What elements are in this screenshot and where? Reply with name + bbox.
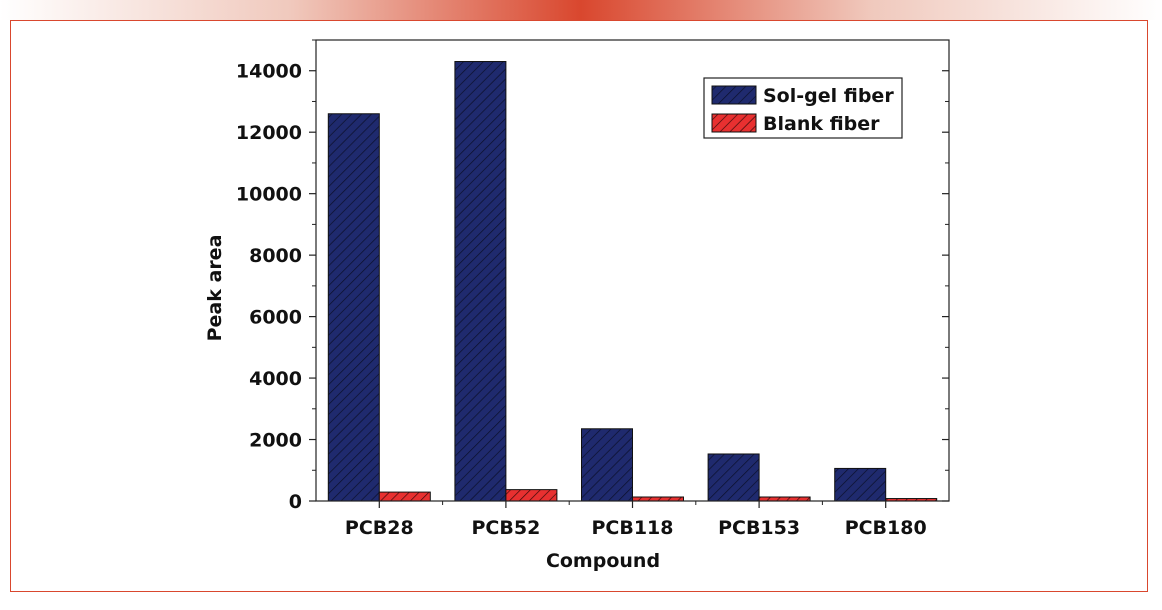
legend: Sol-gel fiber Blank fiber: [703, 77, 903, 139]
bar-blank-fiber-pcb28: [378, 491, 431, 502]
y-tick-label-14000: 14000: [236, 61, 302, 83]
legend-label-blank-fiber: Blank fiber: [763, 113, 880, 135]
figure-frame: [10, 20, 1148, 592]
y-tick-label-8000: 8000: [249, 245, 302, 267]
y-tick-label-10000: 10000: [236, 184, 302, 206]
y-axis-title: Peak area: [204, 235, 226, 342]
bar-sol-gel-fiber-pcb180: [834, 467, 887, 502]
legend-label-sol-gel-fiber: Sol-gel fiber: [763, 85, 894, 107]
x-tick-label-pcb118: PCB118: [591, 517, 673, 539]
legend-swatch-sol-gel-fiber: [711, 85, 757, 105]
bar-sol-gel-fiber-pcb52: [454, 61, 507, 502]
x-tick-label-pcb153: PCB153: [718, 517, 800, 539]
x-tick-label-pcb52: PCB52: [472, 517, 541, 539]
y-tick-label-12000: 12000: [236, 122, 302, 144]
top-accent-bar: [0, 0, 1162, 20]
y-tick-label-4000: 4000: [249, 368, 302, 390]
bar-blank-fiber-pcb52: [505, 489, 558, 502]
x-axis-title: Compound: [546, 550, 660, 572]
bar-sol-gel-fiber-pcb118: [581, 428, 633, 502]
legend-swatch-blank-fiber: [711, 113, 757, 133]
y-tick-label-6000: 6000: [249, 307, 302, 329]
bars-group: [327, 61, 938, 502]
y-tick-label-2000: 2000: [249, 430, 302, 452]
bar-sol-gel-fiber-pcb28: [327, 113, 380, 502]
x-axis: PCB28 PCB52 PCB118 PCB153 PCB180: [345, 501, 927, 539]
y-axis: 0 2000 4000 6000 8000 10000 12000 14000: [236, 39, 949, 513]
x-tick-label-pcb28: PCB28: [345, 517, 414, 539]
x-tick-label-pcb180: PCB180: [845, 517, 927, 539]
bar-sol-gel-fiber-pcb153: [707, 453, 760, 502]
y-tick-label-0: 0: [289, 491, 302, 513]
